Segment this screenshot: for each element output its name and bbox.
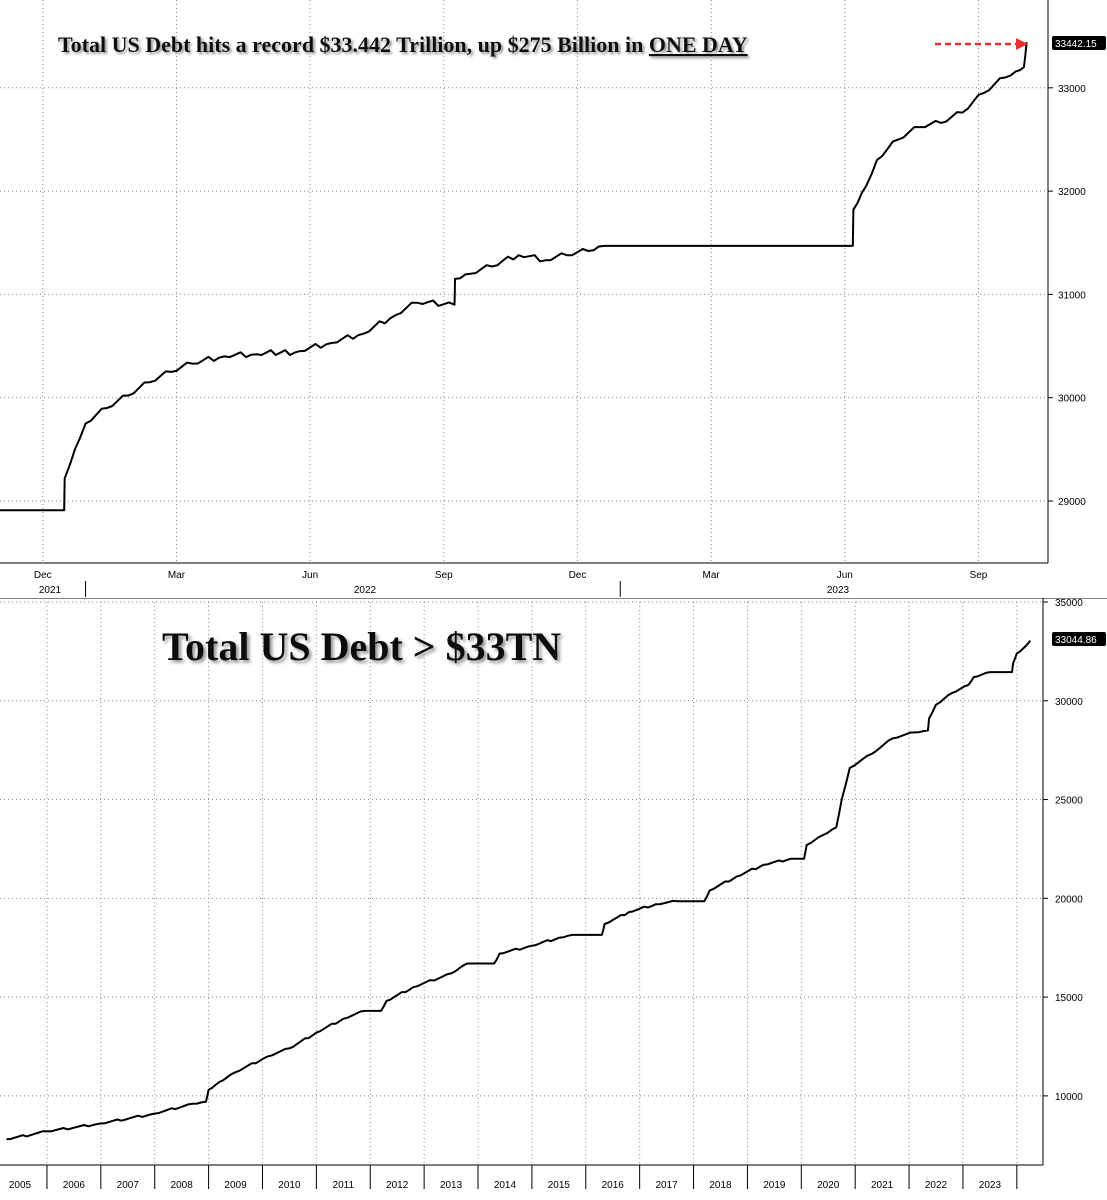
top-series-line — [0, 42, 1028, 512]
top-x-tick-label: Dec — [569, 570, 587, 581]
top-x-tick-label: Mar — [703, 570, 721, 581]
bottom-x-year-label: 2014 — [494, 1180, 517, 1191]
bottom-x-year-label: 2015 — [548, 1180, 571, 1191]
bottom-y-tick-label: 25000 — [1055, 796, 1083, 807]
bottom-x-year-label: 2019 — [763, 1180, 786, 1191]
bottom-x-year-label: 2018 — [709, 1180, 732, 1191]
red-arrow-icon — [935, 38, 1028, 50]
top-x-year-label: 2023 — [827, 585, 850, 596]
bottom-x-year-label: 2005 — [9, 1180, 32, 1191]
top-y-tick-label: 30000 — [1058, 394, 1086, 405]
bottom-x-year-label: 2017 — [655, 1180, 678, 1191]
top-x-tick-label: Sep — [970, 570, 988, 581]
bottom-series-line — [6, 639, 1032, 1141]
top-x-year-label: 2021 — [39, 585, 62, 596]
bottom-x-year-label: 2008 — [171, 1180, 194, 1191]
bottom-y-tick-label: 15000 — [1055, 993, 1083, 1004]
bottom-x-year-label: 2016 — [602, 1180, 625, 1191]
top-x-tick-label: Dec — [34, 570, 52, 581]
bottom-x-year-label: 2012 — [386, 1180, 409, 1191]
top-x-tick-label: Mar — [168, 570, 186, 581]
bottom-chart-title: Total US Debt > $33TN — [162, 624, 561, 669]
top-x-tick-label: Jun — [837, 570, 853, 581]
top-last-value-text: 33442.15 — [1055, 39, 1097, 50]
bottom-y-tick-label: 10000 — [1055, 1092, 1083, 1103]
top-y-tick-label: 33000 — [1058, 84, 1086, 95]
top-last-value-badge: 33442.15 — [1052, 36, 1106, 50]
bottom-x-year-label: 2011 — [333, 1180, 355, 1191]
bottom-x-year-label: 2021 — [871, 1180, 894, 1191]
bottom-x-year-label: 2007 — [117, 1180, 140, 1191]
top-chart-title-main: Total US Debt hits a record $33.442 Tril… — [58, 32, 643, 57]
bottom-y-tick-label: 35000 — [1055, 598, 1083, 609]
top-y-tick-label: 32000 — [1058, 187, 1086, 198]
top-y-tick-label: 31000 — [1058, 290, 1086, 301]
bottom-chart: 10000 15000 20000 25000 30000 35000 2005 2006 20… — [0, 598, 1107, 1200]
bottom-chart-svg: 10000 15000 20000 25000 30000 35000 2005 2006 20… — [0, 598, 1107, 1191]
bottom-x-year-label: 2010 — [278, 1180, 301, 1191]
bottom-x-year-label: 2023 — [979, 1180, 1002, 1191]
top-chart-svg: 29000 30000 31000 32000 33000 Dec Mar Jun Sep Dec… — [0, 0, 1106, 597]
top-x-year-label: 2022 — [354, 585, 377, 596]
top-chart-title-emphasis: ONE DAY — [649, 32, 748, 57]
top-x-tick-label: Jun — [302, 570, 318, 581]
bottom-y-tick-label: 20000 — [1055, 894, 1083, 905]
bottom-y-tick-label: 30000 — [1055, 697, 1083, 708]
bottom-x-year-label: 2020 — [817, 1180, 840, 1191]
top-x-tick-label: Sep — [435, 570, 453, 581]
bottom-x-year-label: 2006 — [63, 1180, 86, 1191]
bottom-last-value-badge: 33044.86 — [1052, 632, 1106, 646]
top-chart-title: Total US Debt hits a record $33.442 Tril… — [58, 32, 748, 57]
top-chart: 29000 30000 31000 32000 33000 Dec Mar Jun Sep Dec… — [0, 0, 1107, 598]
bottom-last-value-text: 33044.86 — [1055, 635, 1097, 646]
bottom-x-year-label: 2009 — [224, 1180, 247, 1191]
bottom-x-year-label: 2022 — [925, 1180, 948, 1191]
top-y-tick-label: 29000 — [1058, 497, 1086, 508]
bottom-x-year-label: 2013 — [440, 1180, 463, 1191]
